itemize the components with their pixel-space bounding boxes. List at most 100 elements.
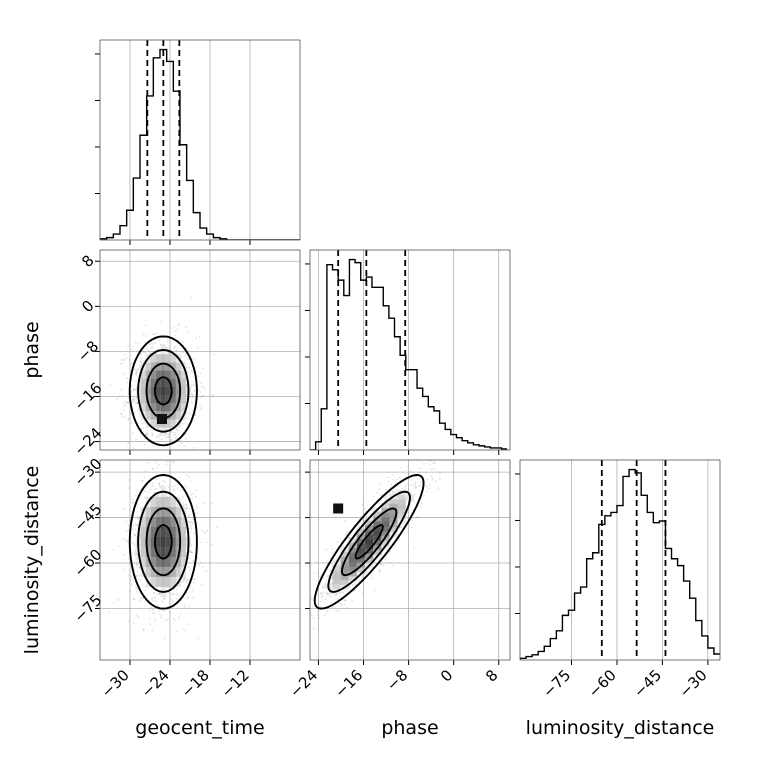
density-cell [160, 576, 166, 587]
scatter-point [414, 483, 416, 486]
scatter-point [140, 353, 142, 356]
histogram-panel-phase [305, 249, 511, 455]
scatter-point [178, 594, 181, 597]
scatter-point [168, 346, 171, 348]
scatter-point [146, 433, 148, 436]
density-cell [381, 516, 390, 523]
x-tick-label: 0 [437, 666, 456, 685]
scatter-point [389, 562, 392, 564]
scatter-point [136, 555, 139, 558]
density-cell [165, 370, 171, 379]
density-cell [180, 394, 186, 404]
scatter-point [380, 499, 382, 502]
scatter-point [151, 457, 153, 459]
scatter-point [186, 371, 189, 373]
scatter-point [182, 419, 185, 421]
scatter-point [153, 333, 156, 335]
scatter-point [365, 570, 368, 572]
scatter-point [178, 440, 181, 442]
scatter-point [136, 402, 139, 404]
scatter-point [340, 603, 343, 606]
x-tick-label: −24 [138, 666, 173, 701]
scatter-point [351, 599, 353, 602]
density-cell [155, 526, 161, 537]
density-cell [160, 506, 166, 517]
scatter-point [121, 537, 124, 540]
scatter-point [123, 508, 125, 510]
density-cell [180, 526, 186, 537]
scatter-point [164, 436, 167, 439]
density-cell [145, 566, 151, 577]
scatter-point [434, 480, 437, 483]
scatter-point [385, 548, 388, 551]
scatter-point [131, 432, 134, 435]
scatter-point [319, 600, 322, 603]
scatter-point [133, 622, 135, 625]
scatter-point [180, 439, 183, 442]
scatter-point [164, 596, 167, 599]
density-cell [140, 370, 146, 379]
density-cell [373, 525, 382, 531]
density-cell [175, 536, 181, 547]
scatter-point [186, 417, 189, 419]
scatter-point [150, 453, 152, 455]
density-cell [160, 386, 166, 396]
scatter-point [199, 404, 202, 407]
scatter-point [373, 556, 375, 559]
scatter-point [136, 491, 138, 494]
density-cell [389, 508, 398, 514]
scatter-point [325, 592, 328, 595]
scatter-point [136, 563, 139, 566]
scatter-point [379, 570, 381, 573]
scatter-point [378, 487, 381, 490]
scatter-point [136, 523, 139, 526]
scatter-point [133, 398, 135, 400]
scatter-point [155, 436, 158, 438]
scatter-point [160, 616, 162, 619]
scatter-point [185, 383, 188, 386]
scatter-point [152, 484, 154, 487]
scatter-point [134, 341, 137, 344]
density-cell [160, 536, 166, 547]
scatter-point [150, 450, 152, 452]
scatter-point [350, 533, 353, 535]
scatter-point [137, 368, 139, 371]
scatter-point [123, 402, 126, 405]
scatter-point [144, 470, 147, 473]
scatter-point [158, 428, 161, 431]
scatter-point [432, 468, 435, 471]
scatter-point [187, 579, 190, 582]
density-cell [170, 576, 176, 587]
scatter-point [130, 583, 133, 586]
x-axis-label-phase: phase [381, 717, 438, 739]
scatter-point [136, 561, 139, 564]
scatter-point [363, 572, 366, 575]
density-cell [365, 524, 374, 531]
density-cell [150, 526, 156, 537]
scatter-point [182, 504, 185, 507]
scatter-point [160, 614, 163, 617]
y-tick-label: 8 [78, 252, 97, 271]
density-cell [175, 402, 181, 412]
scatter-point [354, 589, 356, 592]
density-cell [170, 378, 176, 387]
scatter-point [120, 412, 123, 415]
scatter-point [165, 428, 168, 431]
scatter-point [200, 541, 203, 544]
density-cell [381, 512, 390, 518]
scatter-point [141, 421, 144, 424]
scatter-point [194, 508, 197, 511]
scatter-point [186, 441, 189, 443]
scatter-point [180, 600, 183, 602]
scatter-point [125, 530, 128, 533]
scatter-point [131, 345, 134, 348]
scatter-point [286, 603, 288, 605]
scatter-point [120, 362, 123, 365]
scatter-point [210, 502, 213, 504]
density-cell [150, 411, 156, 420]
scatter-point [191, 371, 194, 374]
scatter-point [176, 598, 179, 600]
scatter-point [311, 597, 313, 600]
scatter-point [332, 606, 335, 609]
scatter-point [143, 422, 146, 425]
